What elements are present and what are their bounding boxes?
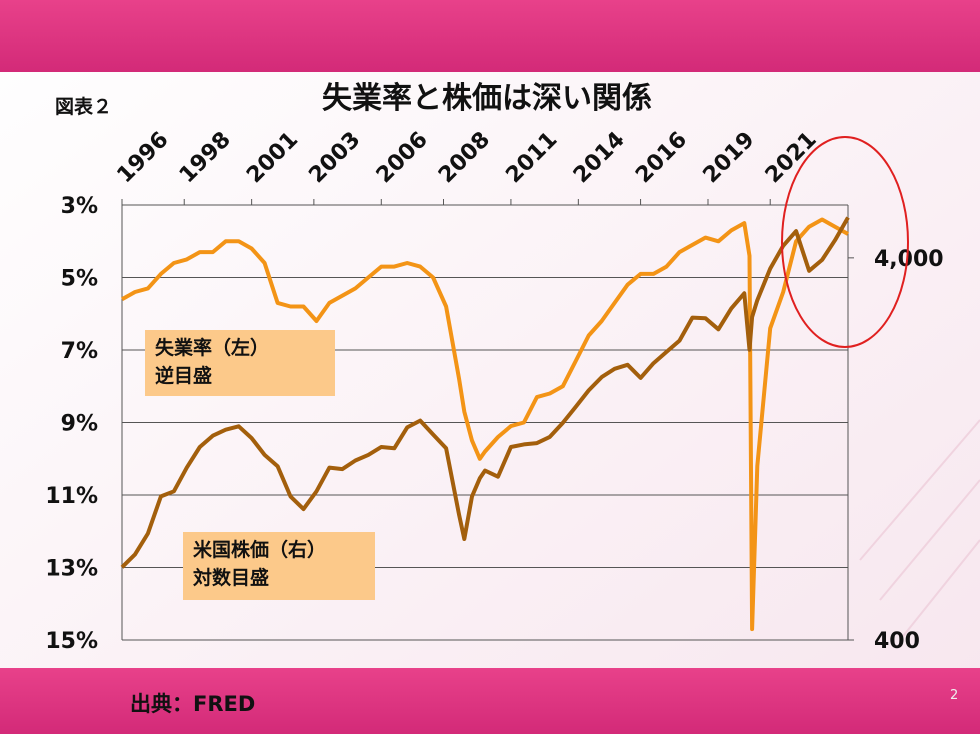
page-number: 2 bbox=[950, 688, 958, 703]
y2-tick-label: 400 bbox=[874, 629, 920, 654]
y-tick-label: 15% bbox=[45, 629, 98, 654]
y-tick-label: 13% bbox=[45, 557, 98, 582]
chart-title: 失業率と株価は深い関係 bbox=[322, 81, 652, 116]
source: 出典：FRED bbox=[130, 692, 255, 716]
series-line bbox=[120, 216, 850, 569]
annotation-text: 米国株価（右） bbox=[193, 538, 326, 561]
annotation-box bbox=[183, 532, 375, 600]
y-tick-label: 7% bbox=[61, 339, 98, 364]
annotation-text: 逆目盛 bbox=[155, 364, 212, 387]
y2-tick-label: 4,000 bbox=[874, 247, 944, 272]
annotation-box bbox=[145, 330, 335, 396]
highlight-ellipse bbox=[781, 136, 909, 348]
y-tick-label: 5% bbox=[61, 267, 98, 292]
annotation-text: 失業率（左） bbox=[155, 336, 269, 359]
series-line bbox=[121, 217, 849, 632]
figure-label: 図表２ bbox=[55, 95, 112, 118]
y-tick-label: 3% bbox=[61, 194, 98, 219]
decoration bbox=[859, 419, 980, 641]
annotation-text: 対数目盛 bbox=[192, 566, 269, 589]
header-bar bbox=[0, 0, 980, 72]
footer-bar bbox=[0, 668, 980, 734]
y-tick-label: 11% bbox=[45, 484, 98, 509]
y-tick-label: 9% bbox=[61, 412, 98, 437]
